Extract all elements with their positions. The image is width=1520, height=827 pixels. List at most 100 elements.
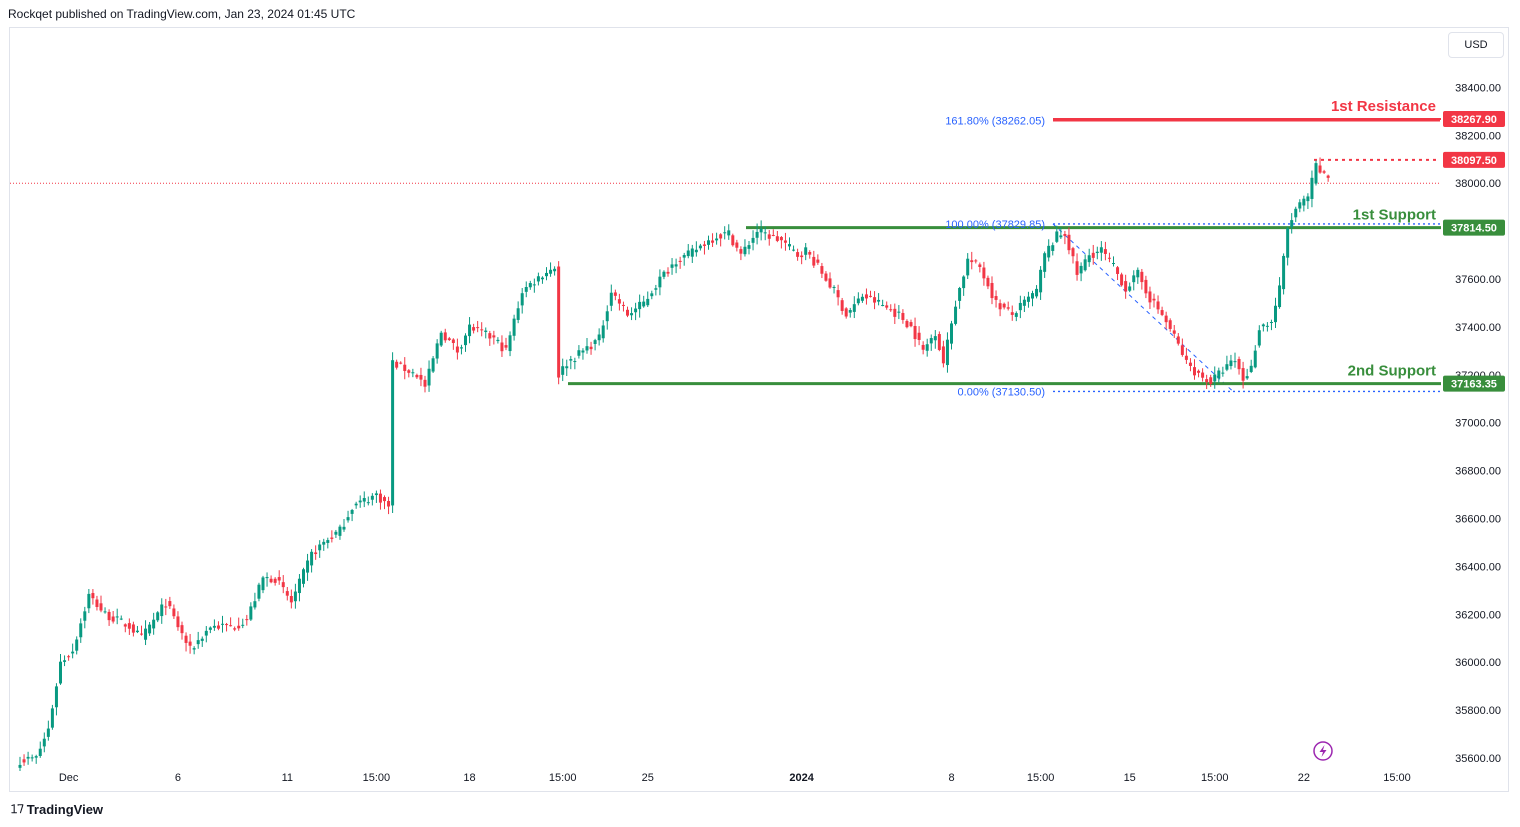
candle [569,355,573,370]
candle-body [314,552,318,555]
candle-body [662,271,666,277]
candle-body [447,338,451,340]
candle [630,307,634,321]
svg-text:38267.90: 38267.90 [1451,114,1497,126]
x-tick-label: 11 [282,772,293,784]
candle-body [1144,279,1148,294]
candle-body [241,624,245,626]
candle [1120,272,1124,287]
candle-body [192,648,196,650]
candle [719,233,723,247]
candle-body [221,623,224,625]
y-tick-label: 36800.00 [1455,466,1501,478]
candle-body [824,273,828,281]
candle-body [22,759,26,763]
candle-body [407,370,411,373]
candle-body [626,309,629,316]
candle [682,252,686,266]
candle-body [549,269,553,274]
candle-body [565,366,569,369]
candle-body [289,596,293,603]
candle-body [322,541,326,545]
candle [1322,169,1326,174]
candle-body [609,292,613,306]
candle-body [516,308,520,320]
candle [792,245,796,252]
candle [950,320,953,350]
candle-body [18,764,22,768]
candle [342,519,346,532]
candle [1217,367,1221,384]
candle [549,262,553,277]
candle [1051,242,1055,256]
candle [111,610,115,624]
candle [1164,311,1168,330]
candle-body [642,301,646,307]
candle [816,254,820,265]
candle [1063,230,1067,245]
brand-label: TradingView [26,801,104,817]
candle [1156,295,1160,314]
candle [1274,297,1277,328]
candle [909,319,913,328]
lightning-icon[interactable] [1313,741,1333,761]
candle [1257,325,1261,348]
candle-body [958,287,962,301]
y-tick-label: 37400.00 [1455,322,1501,334]
candle-body [966,258,970,276]
candle [253,592,257,610]
candle-body [180,625,184,634]
candle-body [1241,368,1245,381]
candle [1180,338,1184,357]
candle [686,244,690,259]
candle [419,367,423,387]
candle-body [464,335,467,346]
candle-body [532,284,536,286]
x-tick-label: 15:00 [1383,772,1411,784]
candle [1233,352,1237,368]
candle [1099,241,1103,261]
candle [1168,318,1172,332]
candle-body [26,756,30,759]
candle [99,595,103,613]
candle [144,620,148,646]
candle [54,683,58,716]
candle-body [941,346,945,364]
candle [1014,311,1018,322]
tradingview-brand[interactable]: 𝟷𝟽 TradingView [10,801,103,817]
candle [1059,227,1063,239]
candle-body [1006,307,1010,309]
candle-body [366,502,370,504]
candle-body [354,503,358,506]
candle-body [277,577,281,581]
candle-body [601,325,605,339]
candle-body [459,347,463,349]
x-tick-label: 15:00 [549,772,577,784]
candle [297,574,301,602]
x-tick-label: 15:00 [363,772,391,784]
candle [528,280,532,290]
candle [46,720,50,741]
candle [1047,239,1051,262]
candle [1071,246,1075,264]
candle [917,326,921,346]
candle [257,582,261,602]
candle [609,284,613,312]
candle-body [715,238,719,241]
candle [354,501,358,509]
candle-body [897,311,901,313]
candle [504,337,508,351]
candle [67,654,71,661]
candle-body [585,346,589,351]
candle [638,294,642,318]
candle [387,496,391,515]
candle [593,338,597,351]
candle-body [1107,257,1111,259]
candle [148,621,152,636]
candle-body [1253,350,1257,368]
currency-selector[interactable]: USD [1448,32,1504,58]
candle-body [917,332,921,340]
candle [532,278,536,293]
candle [1302,195,1306,212]
